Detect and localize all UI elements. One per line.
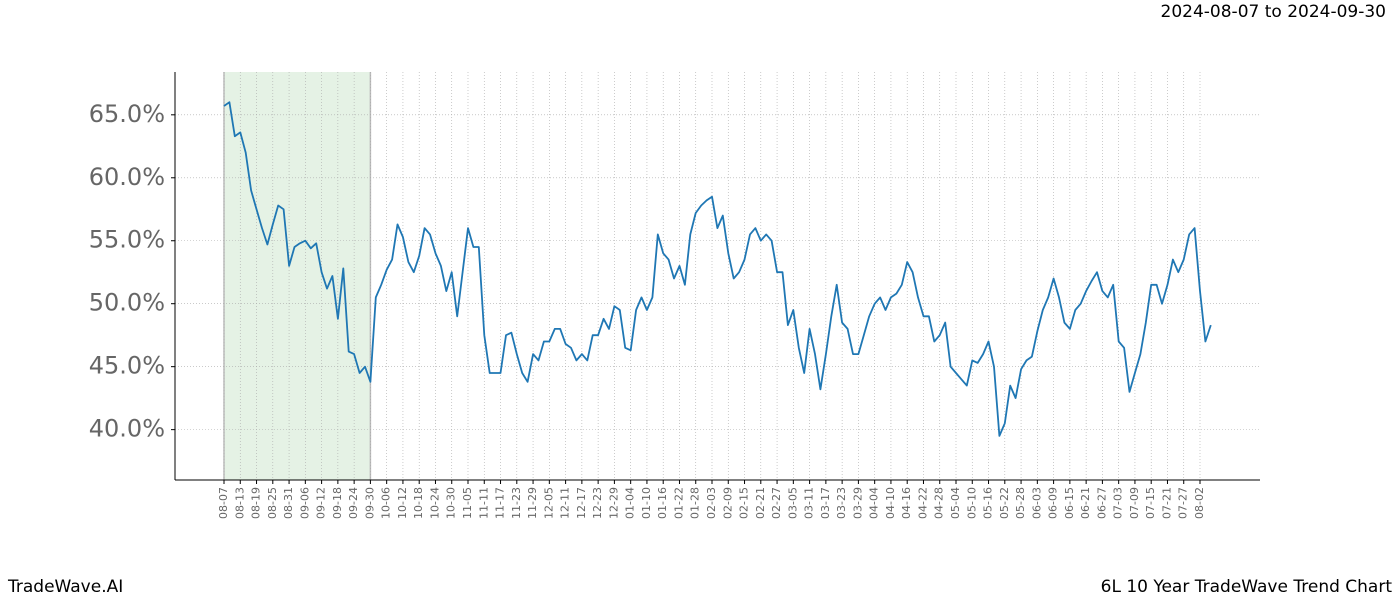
x-tick-label: 04-22 xyxy=(916,487,929,519)
x-tick-label: 07-09 xyxy=(1128,487,1141,519)
x-tick-label: 11-11 xyxy=(477,487,490,519)
x-tick-label: 02-15 xyxy=(738,487,751,519)
x-tick-label: 04-16 xyxy=(900,487,913,519)
y-tick-label: 55.0% xyxy=(89,226,165,254)
y-tick-label: 50.0% xyxy=(89,289,165,317)
x-tick-label: 11-05 xyxy=(461,487,474,519)
x-tick-label: 10-24 xyxy=(428,487,441,519)
x-tick-label: 04-28 xyxy=(933,487,946,519)
x-tick-label: 08-31 xyxy=(282,487,295,519)
x-tick-label: 01-22 xyxy=(672,487,685,519)
chart-title: 6L 10 Year TradeWave Trend Chart xyxy=(1101,577,1393,597)
x-tick-label: 02-03 xyxy=(705,487,718,519)
x-tick-label: 06-09 xyxy=(1047,487,1060,519)
x-tick-label: 01-28 xyxy=(689,487,702,519)
x-tick-label: 09-30 xyxy=(363,487,376,519)
y-tick-label: 45.0% xyxy=(89,352,165,380)
x-tick-label: 07-21 xyxy=(1160,487,1173,519)
x-tick-label: 12-11 xyxy=(559,487,572,519)
x-tick-label: 11-17 xyxy=(494,487,507,519)
x-tick-label: 10-06 xyxy=(380,487,393,519)
x-tick-label: 08-07 xyxy=(217,487,230,519)
x-tick-label: 10-30 xyxy=(445,487,458,519)
x-tick-label: 05-10 xyxy=(965,487,978,519)
x-tick-label: 05-22 xyxy=(998,487,1011,519)
x-tick-label: 06-21 xyxy=(1079,487,1092,519)
x-tick-label: 03-05 xyxy=(786,487,799,519)
y-tick-label: 40.0% xyxy=(89,415,165,443)
x-tick-label: 03-17 xyxy=(819,487,832,519)
line xyxy=(223,101,1212,437)
x-tick-label: 08-02 xyxy=(1193,487,1206,519)
x-tick-label: 03-23 xyxy=(835,487,848,519)
x-tick-label: 03-29 xyxy=(851,487,864,519)
x-tick-label: 10-18 xyxy=(412,487,425,519)
subtitle: 2024-08-07 to 2024-09-30 xyxy=(1161,2,1386,22)
x-tick-label: 05-04 xyxy=(949,487,962,519)
brand: TradeWave.AI xyxy=(7,577,123,597)
x-tick-label: 07-27 xyxy=(1177,487,1190,519)
x-tick-label: 06-15 xyxy=(1063,487,1076,519)
x-tick-label: 01-10 xyxy=(640,487,653,519)
x-tick-label: 07-15 xyxy=(1144,487,1157,519)
x-tick-label: 05-28 xyxy=(1014,487,1027,519)
x-tick-label: 03-11 xyxy=(803,487,816,519)
x-tick-label: 10-12 xyxy=(396,487,409,519)
highlight-band xyxy=(224,72,371,480)
x-tick-label: 08-13 xyxy=(233,487,246,519)
x-tick-label: 06-03 xyxy=(1030,487,1043,519)
x-tick-label: 02-09 xyxy=(721,487,734,519)
x-tick-label: 04-04 xyxy=(868,487,881,519)
x-tick-label: 08-25 xyxy=(266,487,279,519)
x-tick-label: 07-03 xyxy=(1112,487,1125,519)
x-tick-label: 08-19 xyxy=(250,487,263,519)
y-tick-label: 60.0% xyxy=(89,163,165,191)
x-tick-label: 01-04 xyxy=(624,487,637,519)
x-tick-label: 04-10 xyxy=(884,487,897,519)
x-tick-label: 09-18 xyxy=(331,487,344,519)
y-tick-label: 65.0% xyxy=(89,100,165,128)
x-tick-label: 12-05 xyxy=(542,487,555,519)
x-tick-label: 01-16 xyxy=(656,487,669,519)
x-tick-label: 09-06 xyxy=(298,487,311,519)
x-tick-label: 09-12 xyxy=(315,487,328,519)
x-tick-label: 11-23 xyxy=(510,487,523,519)
x-tick-label: 11-29 xyxy=(526,487,539,519)
x-tick-label: 09-24 xyxy=(347,487,360,519)
x-tick-label: 05-16 xyxy=(982,487,995,519)
x-tick-label: 12-29 xyxy=(607,487,620,519)
x-tick-label: 06-27 xyxy=(1095,487,1108,519)
x-tick-label: 02-21 xyxy=(754,487,767,519)
x-tick-label: 12-23 xyxy=(591,487,604,519)
x-tick-label: 02-27 xyxy=(770,487,783,519)
x-tick-label: 12-17 xyxy=(575,487,588,519)
